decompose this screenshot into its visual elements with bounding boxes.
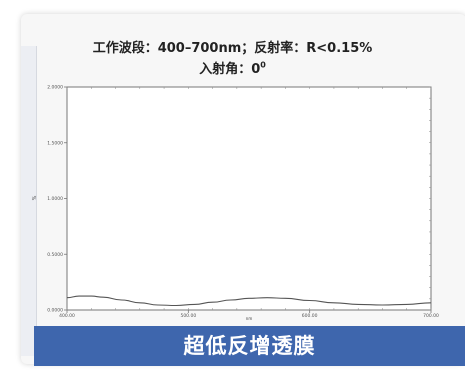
side-strip [21,46,37,356]
x-tick-label: 700.00 [423,313,439,319]
y-tick-label: 0.0000 [47,308,63,314]
product-banner: 超低反增透膜 [34,326,465,366]
y-axis-label: % [32,195,38,200]
y-tick-label: 1.5000 [47,140,63,146]
chart-subtitle: 入射角：00 [0,58,465,77]
x-tick-label: 400.00 [59,313,75,319]
chart-subtitle-degree: 0 [260,60,266,70]
y-tick-label: 0.5000 [47,252,63,258]
plot-area [66,86,432,311]
series-line [66,295,432,307]
y-axis: 0.0000 0.5000 1.0000 1.5000 2.0000 [47,85,431,314]
y-tick-label: 2.0000 [47,85,63,91]
x-tick-label: 500.00 [180,313,196,319]
chart-subtitle-text: 入射角：0 [199,62,261,77]
x-axis: 400.00 500.00 600.00 700.00 [59,87,439,319]
chart-title: 工作波段：400–700nm；反射率：R<0.15% [92,41,373,56]
x-axis-label: nm [246,316,253,321]
y-tick-label: 1.0000 [47,196,63,202]
series-layer [66,295,432,307]
x-tick-label: 600.00 [302,313,318,319]
